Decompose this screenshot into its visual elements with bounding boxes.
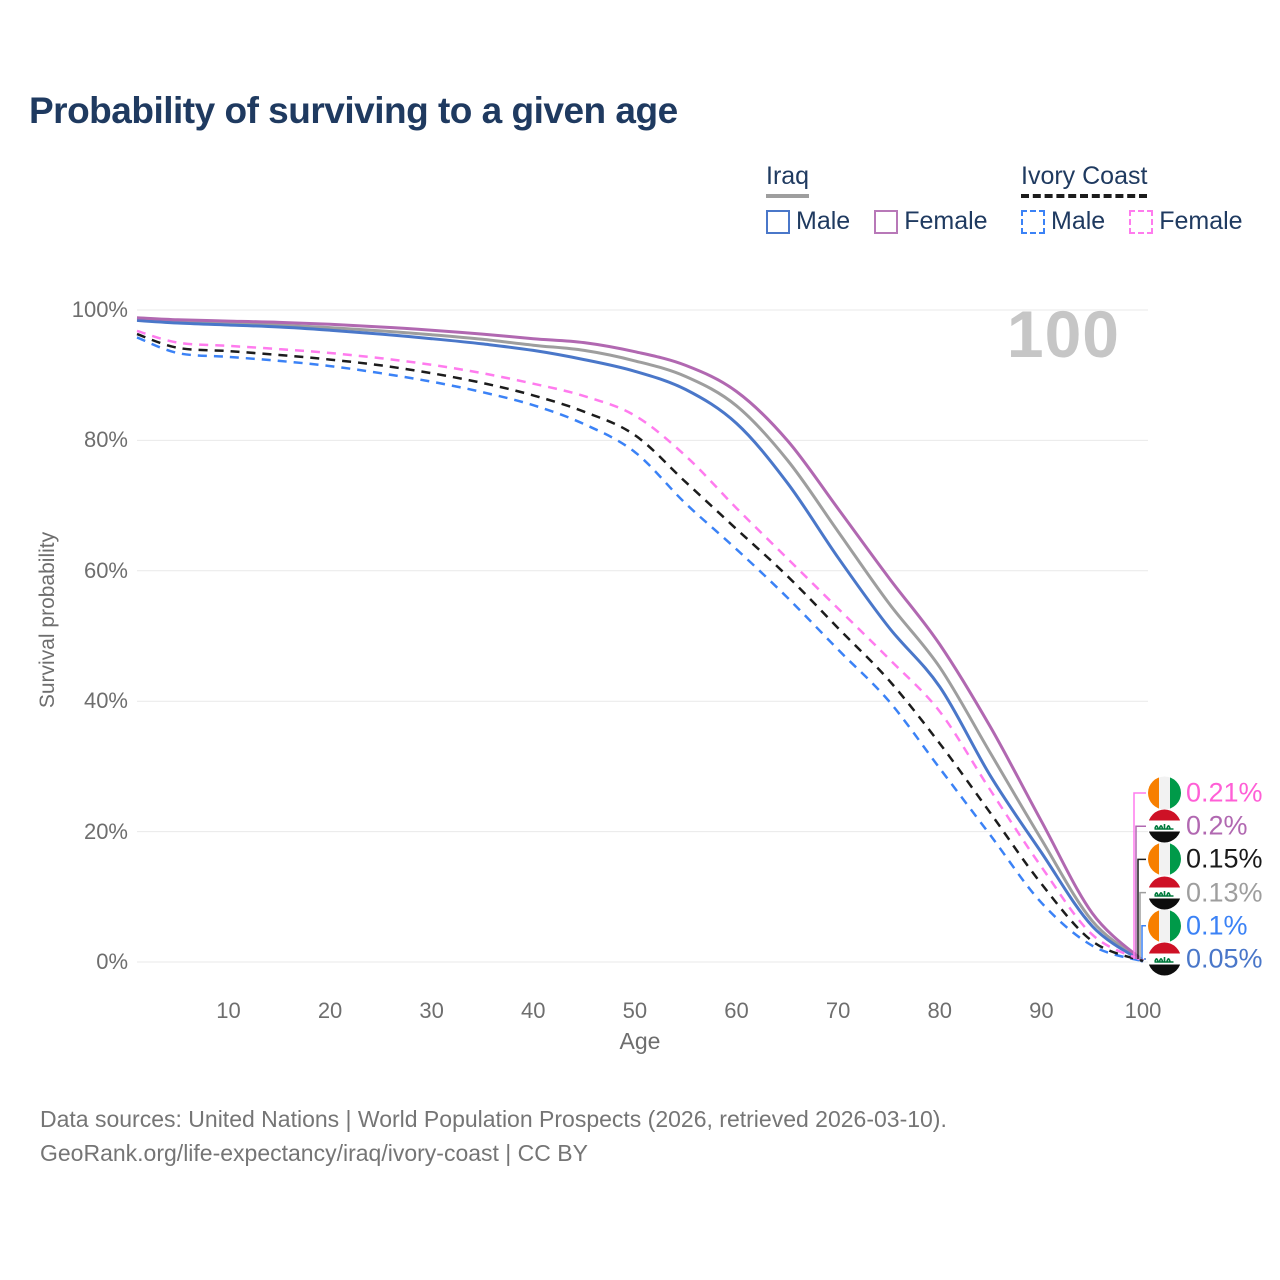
end-value-label: 0.21% <box>1186 777 1263 808</box>
legend-item-iraq-male[interactable]: Male <box>766 207 850 236</box>
legend-label: Female <box>1159 207 1243 235</box>
ivory-coast-flag-icon <box>1148 842 1181 876</box>
end-label-leader-ivory-coast-female <box>1133 792 1146 959</box>
end-label-leader-ivory-coast-male <box>1141 925 1146 959</box>
end-value-label: 0.13% <box>1186 877 1263 908</box>
ivory-coast-female-swatch-icon <box>1129 209 1154 234</box>
y-tick-label: 80% <box>83 427 128 453</box>
hovered-age-label: 100 <box>1006 297 1120 371</box>
end-value-label: 0.05% <box>1186 943 1263 974</box>
x-tick-label: 90 <box>1029 998 1054 1023</box>
source-url: GeoRank.org/life-expectancy/iraq/ivory-c… <box>40 1140 588 1166</box>
end-value-label: 0.2% <box>1186 810 1248 841</box>
iraq-female-swatch-icon <box>874 209 899 234</box>
ivory-coast-flag-icon <box>1148 776 1181 810</box>
end-value-label: 0.1% <box>1186 910 1248 941</box>
end-value-label: 0.15% <box>1186 843 1263 874</box>
legend-label: Female <box>904 207 988 235</box>
legend-group-ivory-coast: Ivory Coast Male Female <box>1021 162 1267 236</box>
legend-label: Male <box>796 207 851 235</box>
end-label-iraq-male: 0.05% <box>1148 942 1263 976</box>
ivory-coast-flag-icon <box>1148 909 1181 943</box>
end-label-leader-ivory-coast-both <box>1137 858 1146 959</box>
x-tick-label: 20 <box>317 998 343 1023</box>
y-tick-label: 100% <box>71 297 128 322</box>
series-line-ivory-coast-female[interactable] <box>136 329 1144 962</box>
iraq-flag-icon <box>1148 876 1181 910</box>
x-tick-label: 50 <box>622 998 648 1023</box>
legend-group-iraq: Iraq Male Female <box>766 162 1012 236</box>
end-label-iraq-female: 0.2% <box>1148 809 1248 843</box>
x-tick-label: 80 <box>927 998 953 1023</box>
legend-country-ivory-coast: Ivory Coast <box>1021 162 1148 198</box>
x-tick-label: 30 <box>419 998 444 1023</box>
iraq-flag-icon <box>1148 809 1181 843</box>
legend-label: Male <box>1051 207 1106 235</box>
series-line-iraq-male[interactable] <box>136 318 1144 963</box>
legend-country-iraq: Iraq <box>766 162 810 198</box>
end-label-ivory-coast-female: 0.21% <box>1148 776 1263 810</box>
x-tick-label: 60 <box>724 998 749 1023</box>
series-line-iraq-both[interactable] <box>136 317 1144 963</box>
y-tick-label: 40% <box>83 688 128 714</box>
ivory-coast-male-swatch-icon <box>1021 209 1045 234</box>
end-label-ivory-coast-male: 0.1% <box>1148 909 1248 943</box>
legend-item-iraq-female[interactable]: Female <box>874 207 988 236</box>
series-line-ivory-coast-male[interactable] <box>136 336 1144 963</box>
series-line-iraq-female[interactable] <box>136 316 1145 962</box>
x-tick-label: 10 <box>216 998 241 1023</box>
y-tick-label: 60% <box>83 557 128 583</box>
end-label-iraq-both: 0.13% <box>1148 876 1263 910</box>
x-tick-label: 70 <box>825 998 851 1023</box>
iraq-flag-icon <box>1148 942 1181 976</box>
legend-item-ivory-coast-female[interactable]: Female <box>1129 207 1243 236</box>
legend-item-ivory-coast-male[interactable]: Male <box>1021 207 1105 236</box>
y-tick-label: 0% <box>96 949 128 974</box>
data-sources-note: Data sources: United Nations | World Pop… <box>40 1106 947 1132</box>
end-label-ivory-coast-both: 0.15% <box>1148 842 1263 876</box>
end-label-leader-iraq-both <box>1139 891 1146 959</box>
series-line-ivory-coast-both[interactable] <box>136 332 1144 963</box>
page-title: Probability of surviving to a given age <box>29 90 678 131</box>
x-tick-label: 100 <box>1124 998 1162 1023</box>
x-tick-label: 40 <box>521 998 546 1023</box>
x-axis-title: Age <box>619 1028 661 1054</box>
end-label-leader-iraq-female <box>1135 825 1146 959</box>
y-tick-label: 20% <box>83 818 128 844</box>
iraq-male-swatch-icon <box>766 209 790 234</box>
